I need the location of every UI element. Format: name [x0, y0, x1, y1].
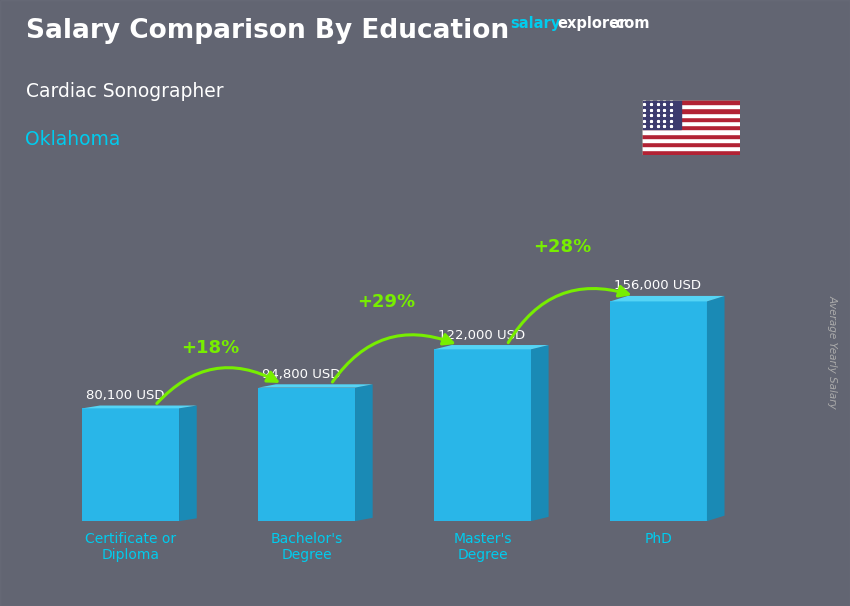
- Text: 94,800 USD: 94,800 USD: [262, 368, 340, 381]
- Bar: [642, 108, 740, 113]
- Bar: [610, 301, 707, 521]
- Text: 80,100 USD: 80,100 USD: [86, 389, 164, 402]
- Text: 122,000 USD: 122,000 USD: [438, 328, 525, 342]
- Polygon shape: [434, 345, 548, 349]
- Text: explorer: explorer: [558, 16, 627, 31]
- Text: +18%: +18%: [181, 339, 239, 357]
- Polygon shape: [258, 384, 372, 388]
- Text: 156,000 USD: 156,000 USD: [614, 279, 700, 293]
- Bar: [434, 349, 531, 521]
- Text: Cardiac Sonographer: Cardiac Sonographer: [26, 82, 223, 101]
- Bar: [642, 113, 740, 117]
- Polygon shape: [707, 296, 724, 521]
- Bar: [642, 104, 740, 108]
- Polygon shape: [82, 405, 196, 408]
- Bar: [642, 129, 740, 133]
- Text: +29%: +29%: [357, 293, 415, 311]
- Bar: [642, 146, 740, 150]
- Text: +28%: +28%: [533, 238, 591, 256]
- Text: salary: salary: [510, 16, 560, 31]
- Bar: [82, 408, 179, 521]
- Bar: [642, 142, 740, 146]
- Text: .com: .com: [610, 16, 649, 31]
- Bar: [642, 150, 740, 155]
- Bar: [258, 388, 355, 521]
- Bar: [642, 117, 740, 121]
- Bar: [642, 133, 740, 138]
- Text: Oklahoma: Oklahoma: [26, 130, 121, 149]
- Bar: [642, 100, 681, 129]
- Bar: [642, 121, 740, 125]
- Bar: [642, 138, 740, 142]
- Text: Salary Comparison By Education: Salary Comparison By Education: [26, 18, 508, 44]
- Bar: [642, 100, 740, 104]
- Polygon shape: [179, 405, 196, 521]
- Polygon shape: [610, 296, 724, 301]
- Bar: [642, 125, 740, 129]
- Polygon shape: [531, 345, 548, 521]
- Polygon shape: [355, 384, 372, 521]
- Text: Average Yearly Salary: Average Yearly Salary: [827, 295, 837, 408]
